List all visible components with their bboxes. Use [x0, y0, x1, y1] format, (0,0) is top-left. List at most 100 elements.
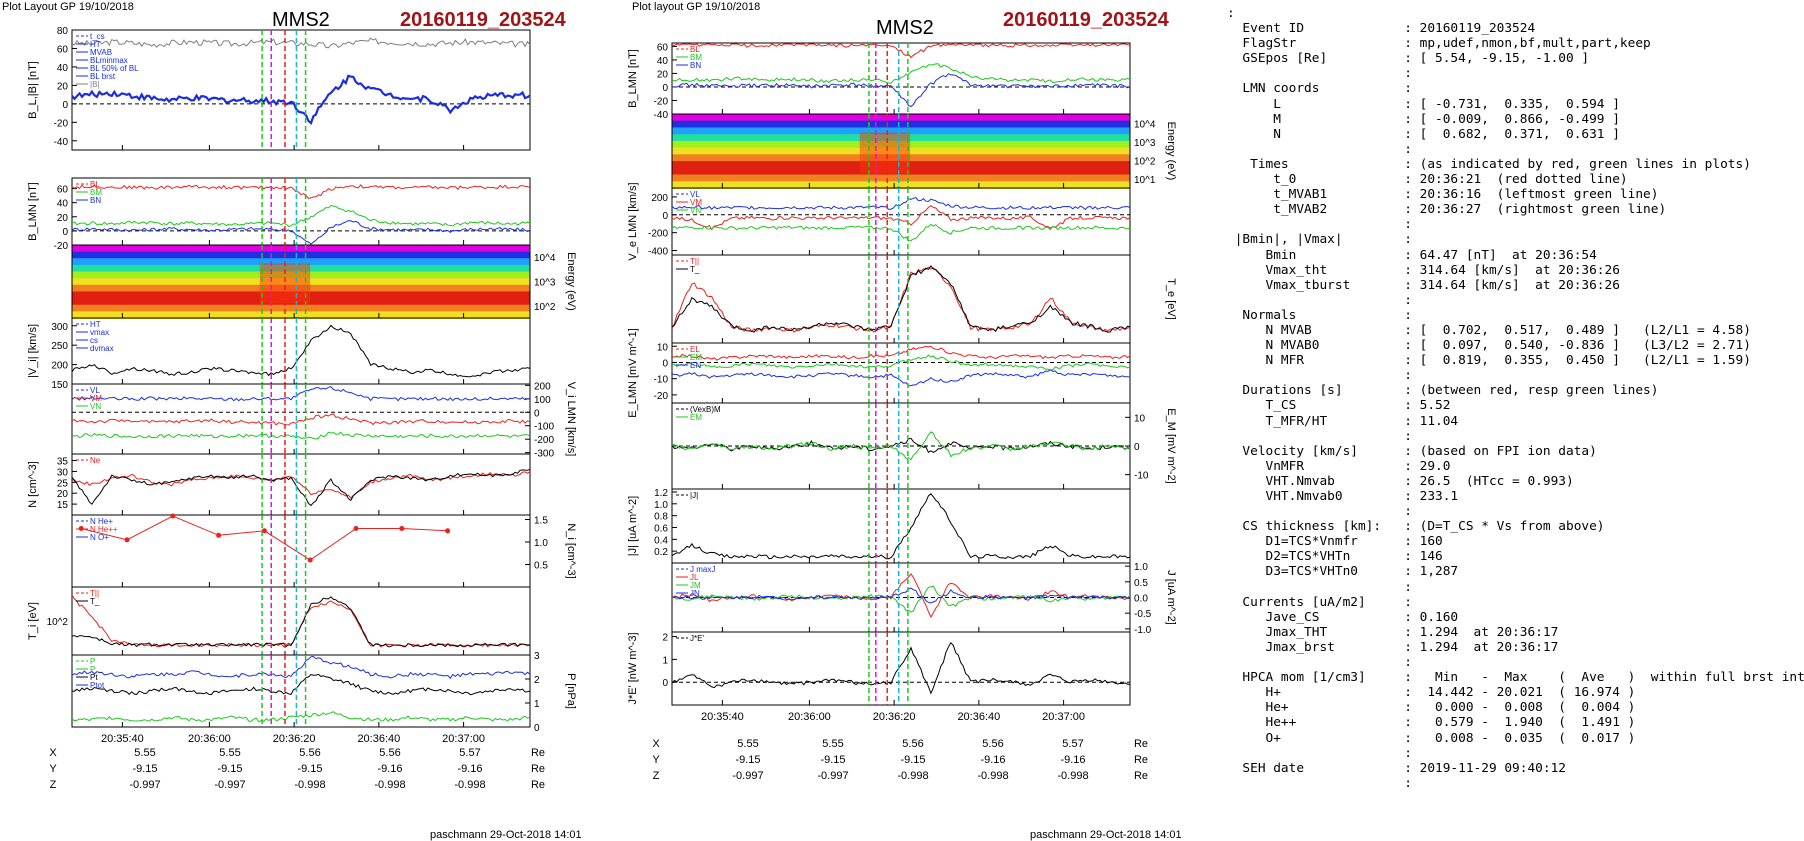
- series-line: [71, 37, 531, 49]
- x-tick-label: 20:37:00: [442, 733, 485, 745]
- y-tick-label: -1.0: [1134, 625, 1152, 636]
- y-tick-label: -200: [534, 435, 554, 446]
- y-tick-label: 200: [51, 361, 68, 372]
- info-line: :: [1227, 579, 1412, 595]
- panel-frame: [671, 342, 1131, 404]
- ephemeris-label: X: [652, 738, 660, 750]
- series-line: [672, 43, 1131, 59]
- legend-label: t_cs: [90, 32, 105, 41]
- y-axis-label: P [nPa]: [565, 673, 577, 709]
- legend-label: Ne: [90, 456, 101, 465]
- ephemeris-value: -9.15: [217, 763, 243, 775]
- series-line: [671, 266, 1131, 333]
- legend-label: P: [90, 657, 95, 666]
- y-axis-label: B_LMN [nT]: [27, 182, 39, 241]
- legend-label: EM: [690, 353, 702, 362]
- y-tick-label: -20: [654, 391, 669, 402]
- y-tick-label: 0.6: [654, 523, 668, 534]
- ephemeris-unit: Re: [530, 779, 546, 791]
- info-line: t_MVAB2 : 20:36:27 (rightmost green line…: [1227, 202, 1667, 218]
- ephemeris-unit: Re: [1133, 738, 1149, 750]
- y-tick-label: 1.0: [654, 500, 668, 511]
- info-line: He++ : 0.579 - 1.940 ( 1.491 ): [1227, 715, 1636, 731]
- y-axis-label: |J| [uA m^-2]: [627, 496, 639, 556]
- ephemeris-row: Y -9.15 -9.15 -9.15 -9.16 -9.16 Re: [45, 763, 565, 779]
- info-line: :: [1227, 428, 1412, 444]
- info-line: VHT.Nmvab0 : 233.1: [1227, 489, 1459, 504]
- spacecraft-title-left: MMS2: [272, 9, 330, 31]
- y-tick-label: -300: [534, 449, 554, 460]
- right-panel-svg-7: 1.21.00.80.60.40.2 |J| |J| [uA m^-2]: [627, 488, 1131, 564]
- spectrogram-band: [72, 251, 530, 260]
- series-line: [671, 437, 1131, 454]
- legend-label: VM: [90, 394, 102, 403]
- ephemeris-unit: Re: [1133, 754, 1149, 766]
- panel-frame: [71, 514, 531, 588]
- info-line: Jave_CS : 0.160: [1227, 609, 1459, 625]
- footer-right: paschmann 29-Oct-2018 14:01: [1030, 829, 1182, 841]
- y-tick-label: -400: [648, 247, 668, 258]
- y-tick-label: 40: [57, 63, 69, 74]
- info-line: :: [1227, 368, 1412, 384]
- y-axis-label: T_e [eV]: [1165, 278, 1177, 320]
- y-tick-label: 0.5: [1134, 578, 1148, 589]
- ephemeris-row: X 5.55 5.55 5.56 5.56 5.57 Re: [45, 747, 565, 763]
- left-panel-1: 80 60 40 20 0 -20 -40 t_cs HT MVAB BLminmax BL 50% …: [27, 26, 531, 151]
- info-line: N MVAB0 : [ 0.097, 0.540, -0.836 ] (L3/L…: [1227, 338, 1751, 354]
- legend-label: T_: [690, 265, 700, 274]
- legend-label: BN: [90, 196, 101, 205]
- series-line: [71, 596, 531, 648]
- series-line: [71, 386, 531, 402]
- legend-label: VL: [690, 190, 700, 199]
- panel-frame: [71, 29, 531, 151]
- series-line: [81, 515, 448, 561]
- info-line: Durations [s] : (between red, resp green…: [1227, 383, 1659, 399]
- y-tick-label: 0.0: [1134, 594, 1148, 605]
- info-line: L : [ -0.731, 0.335, 0.594 ]: [1227, 96, 1620, 112]
- ephemeris-value: 5.55: [219, 747, 241, 759]
- ephemeris-value: -9.16: [1060, 754, 1086, 766]
- info-line: Velocity [km/s] : (based on FPI ion data…: [1227, 443, 1597, 459]
- y-tick-label: 0: [1134, 442, 1140, 453]
- info-line: |Bmin|, |Vmax| :: [1227, 232, 1412, 248]
- y-axis-label: J*E' [nW m^-3]: [627, 632, 639, 704]
- y-tick-label: 30: [57, 467, 69, 478]
- series-line: [71, 711, 531, 723]
- ephemeris-value: -0.997: [214, 779, 246, 791]
- series-line: [71, 220, 531, 245]
- info-line: SEH date : 2019-11-29 09:40:12: [1227, 760, 1566, 776]
- legend-label: EN: [690, 361, 701, 370]
- info-line: LMN coords :: [1227, 81, 1412, 97]
- x-tick-label: 20:36:00: [188, 733, 231, 745]
- legend-label: T||: [690, 257, 699, 266]
- right-panel-1: 60 40 20 0 -20 -40 BL BM BN B_LMN [nT]: [627, 42, 1131, 121]
- info-line: :: [1227, 6, 1235, 21]
- series-line: [671, 197, 1131, 211]
- y-tick-label: 40: [657, 56, 669, 67]
- right-panel-6: 10 0 -10 (VexB)M EM E_M [mV m^-2]: [671, 402, 1177, 490]
- ephemeris-value: -9.16: [457, 763, 483, 775]
- legend-label: J*E': [690, 634, 704, 643]
- left-panel-svg-7: 1.5 1.0 0.5 N He+N He++N O+ N_i [cm^-3]: [71, 513, 577, 588]
- info-line: :: [1227, 775, 1412, 791]
- left-panel-7: 1.5 1.0 0.5 N He+ N He++ N O+ N_i [cm^-3]: [71, 513, 577, 588]
- y-tick-label: 150: [51, 380, 68, 391]
- y-axis-label: Energy (eV): [565, 252, 577, 311]
- right-panel-8: 1.0 0.5 0.0 -0.5 -1.0 J maxJ JL JM JN J [uA m^-2]: [671, 562, 1177, 636]
- info-line: N : [ 0.682, 0.371, 0.631 ]: [1227, 126, 1620, 142]
- info-line: D2=TCS*VHTn : 146: [1227, 549, 1443, 565]
- info-line: Jmax_THT : 1.294 at 20:36:17: [1227, 624, 1559, 640]
- y-tick-label: -10: [1134, 471, 1149, 482]
- y-tick-label: 0.8: [654, 512, 668, 523]
- series-line: [671, 369, 1131, 387]
- x-tick-label: 20:36:40: [957, 711, 1000, 723]
- y-tick-label: 15: [57, 500, 69, 511]
- ephemeris-row: Z -0.997 -0.997 -0.998 -0.998 -0.998 Re: [45, 779, 565, 795]
- event-title-left: 20160119_203524: [400, 9, 566, 31]
- y-axis-label: E_M [mV m^-2]: [1165, 408, 1177, 483]
- y-tick-label: 10^3: [1134, 138, 1156, 149]
